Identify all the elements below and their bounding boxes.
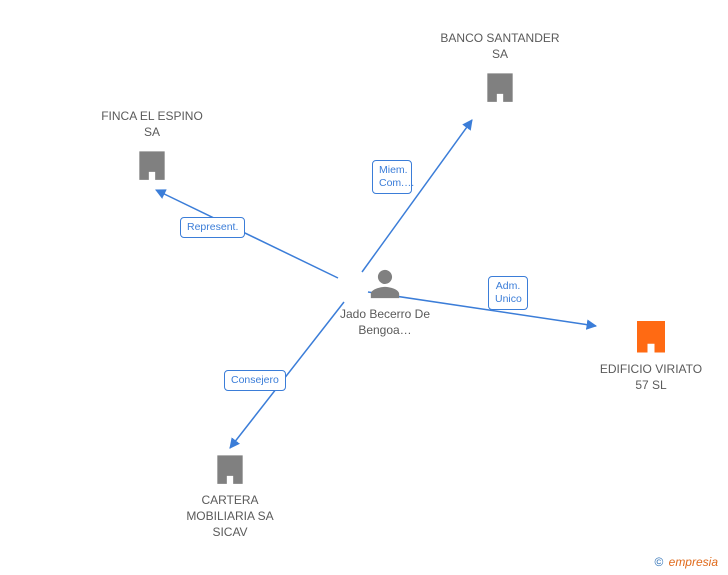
node-right-label: EDIFICIO VIRIATO 57 SL — [596, 361, 706, 393]
edge-label-left: Represent. — [180, 217, 245, 238]
edge-label-right: Adm. Unico — [488, 276, 528, 310]
node-center-person[interactable]: Jado Becerro De Bengoa… — [330, 266, 440, 338]
person-icon — [368, 266, 402, 302]
node-left-label: FINCA EL ESPINO SA — [92, 108, 212, 140]
edge-label-bottom: Consejero — [224, 370, 286, 391]
copyright-symbol: © — [654, 555, 663, 569]
edge-label-top: Miem. Com.… — [372, 160, 412, 194]
edge-center-top — [362, 120, 472, 272]
node-top-building[interactable]: BANCO SANTANDER SA — [440, 30, 560, 106]
watermark: © empresia — [654, 555, 718, 569]
node-right-building[interactable]: EDIFICIO VIRIATO 57 SL — [596, 313, 706, 393]
building-icon — [133, 144, 171, 184]
node-left-building[interactable]: FINCA EL ESPINO SA — [92, 108, 212, 184]
node-center-label: Jado Becerro De Bengoa… — [330, 306, 440, 338]
building-icon — [630, 313, 672, 357]
node-bottom-building[interactable]: CARTERA MOBILIARIA SA SICAV — [175, 448, 285, 541]
building-icon — [211, 448, 249, 488]
node-top-label: BANCO SANTANDER SA — [440, 30, 560, 62]
node-bottom-label: CARTERA MOBILIARIA SA SICAV — [175, 492, 285, 541]
watermark-brand: empresia — [669, 555, 718, 569]
building-icon — [481, 66, 519, 106]
